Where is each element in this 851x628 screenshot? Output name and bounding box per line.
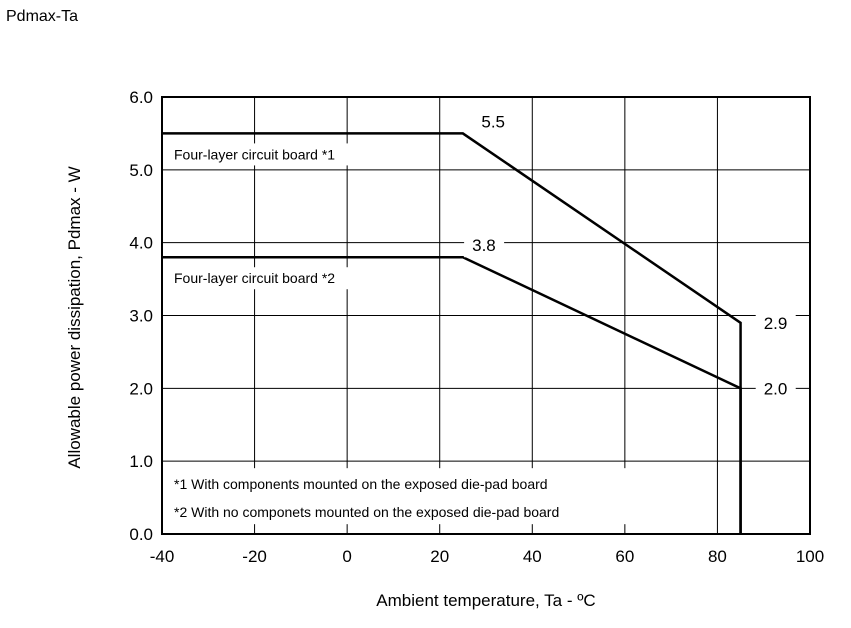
- x-tick-label-3: 20: [430, 547, 449, 566]
- y-tick-label-1: 1.0: [129, 452, 153, 471]
- plot-frame: [161, 96, 811, 535]
- x-tick-label-7: 100: [796, 547, 824, 566]
- axis-ticks: -40 -20 0 20 40 60 80 100 0.0 1.0 2.0 3.0 4.0 5.0 6.0: [129, 88, 824, 566]
- y-axis-label: Allowable power dissipation, Pdmax - W: [65, 166, 84, 468]
- x-tick-label-2: 0: [342, 547, 351, 566]
- value-label-3: 2.0: [764, 379, 788, 398]
- value-label-1: 3.8: [472, 236, 496, 255]
- series-line-2: [162, 255, 742, 534]
- y-tick-label-5: 5.0: [129, 161, 153, 180]
- value-label-bg-0: [473, 109, 514, 134]
- x-axis-label: Ambient temperature, Ta - ºC: [376, 591, 595, 610]
- value-label-bg-3: [755, 376, 796, 401]
- x-tick-label-0: -40: [150, 547, 175, 566]
- footnote-1: *1 With components mounted on the expose…: [174, 476, 548, 492]
- value-labels: 5.5 3.8 2.9 2.0 *1 With components mounted o…: [168, 109, 796, 525]
- value-label-2: 2.9: [764, 314, 788, 333]
- y-tick-label-0: 0.0: [129, 525, 153, 544]
- x-tick-label-5: 60: [615, 547, 634, 566]
- series-label-bg-2: [168, 267, 373, 290]
- x-tick-label-6: 80: [708, 547, 727, 566]
- y-tick-label-4: 4.0: [129, 234, 153, 253]
- series-label-2: Four-layer circuit board *2: [174, 270, 335, 286]
- series-label-1: Four-layer circuit board *1: [174, 146, 335, 162]
- footnote-bg: [168, 468, 658, 525]
- value-label-bg-2: [755, 310, 796, 335]
- footnote-2: *2 With no componets mounted on the expo…: [174, 504, 559, 520]
- x-tick-label-1: -20: [242, 547, 267, 566]
- series-label-bg-1: [168, 143, 373, 166]
- y-tick-label-2: 2.0: [129, 379, 153, 398]
- y-tick-label-6: 6.0: [129, 88, 153, 107]
- y-tick-label-3: 3.0: [129, 307, 153, 326]
- value-label-0: 5.5: [481, 112, 505, 131]
- value-label-bg-1: [464, 233, 505, 258]
- series-lines: Four-layer circuit board *1 Four-layer ci…: [162, 132, 742, 534]
- x-tick-label-4: 40: [523, 547, 542, 566]
- page-title: Pdmax-Ta: [6, 8, 79, 25]
